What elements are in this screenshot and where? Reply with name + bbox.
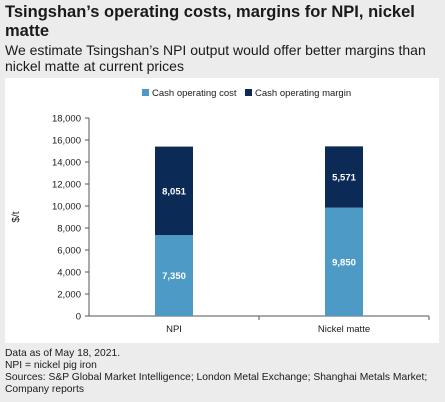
bar-segment-1 — [155, 146, 193, 236]
legend-swatch-0 — [142, 89, 149, 96]
data-label: 5,571 — [332, 173, 356, 184]
data-label: 9,850 — [332, 257, 356, 268]
bar-segment-0 — [325, 207, 363, 316]
data-label: 8,051 — [162, 186, 186, 197]
y-tick-label: 6,000 — [57, 246, 81, 257]
y-tick-label: 16,000 — [52, 136, 81, 147]
abbreviation-note: NPI = nickel pig iron — [5, 360, 97, 371]
stacked-bar-chart: Cash operating cost Cash operating margin… — [11, 88, 430, 335]
x-tick-label: Nickel matte — [318, 324, 370, 335]
y-tick-label: 14,000 — [52, 158, 81, 169]
data-label: 7,350 — [162, 271, 186, 282]
chart-subtitle: We estimate Tsingshan’s NPI output would… — [5, 42, 426, 74]
y-tick-label: 4,000 — [57, 268, 81, 279]
y-tick-label: 2,000 — [57, 290, 81, 301]
date-note: Data as of May 18, 2021. — [5, 348, 121, 359]
bar-segment-0 — [155, 235, 193, 316]
y-tick-label: 8,000 — [57, 224, 81, 235]
legend-swatch-1 — [245, 89, 252, 96]
bar-segment-1 — [325, 146, 363, 208]
x-tick-label: NPI — [166, 324, 182, 335]
y-axis-label: $/t — [11, 211, 22, 222]
legend-label-0: Cash operating cost — [152, 88, 237, 99]
sources-note: Sources: S&P Global Market Intelligence;… — [5, 372, 428, 395]
y-tick-label: 10,000 — [52, 202, 81, 213]
chart-footer: Data as of May 18, 2021. NPI = nickel pi… — [5, 348, 441, 396]
chart-panel: Cash operating cost Cash operating margin… — [5, 78, 439, 343]
y-tick-label: 12,000 — [52, 180, 81, 191]
y-tick-label: 0 — [76, 312, 81, 323]
y-tick-label: 18,000 — [52, 114, 81, 125]
legend-label-1: Cash operating margin — [255, 88, 351, 99]
chart-title: Tsingshan’s operating costs, margins for… — [5, 3, 415, 40]
